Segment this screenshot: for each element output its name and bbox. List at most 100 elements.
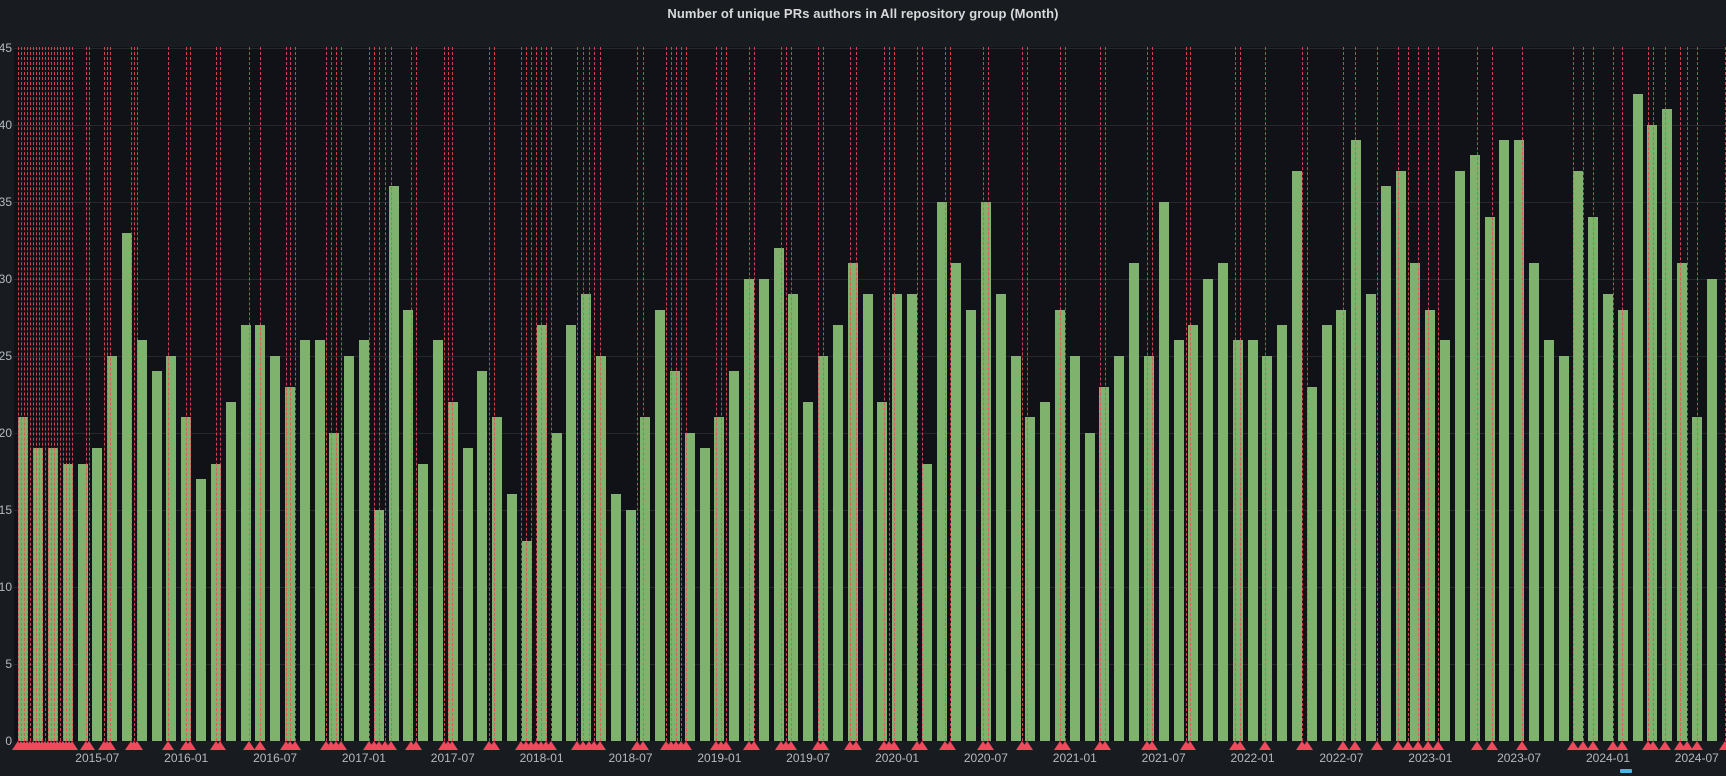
bar-2017-06[interactable] bbox=[433, 340, 443, 741]
annotation-marker-88[interactable] bbox=[916, 741, 928, 750]
bar-2023-03[interactable] bbox=[1454, 170, 1465, 741]
bar-2020-04[interactable] bbox=[936, 201, 947, 741]
bar-2022-04[interactable] bbox=[1292, 170, 1302, 741]
bar-2019-06[interactable] bbox=[788, 294, 799, 741]
annotation-marker-94[interactable] bbox=[1021, 741, 1033, 750]
annotation-marker-105[interactable] bbox=[1259, 741, 1271, 750]
annotation-marker-59[interactable] bbox=[545, 741, 557, 750]
annotation-marker-107[interactable] bbox=[1301, 741, 1313, 750]
annotation-marker-118[interactable] bbox=[1516, 741, 1528, 750]
bar-2019-12[interactable] bbox=[877, 402, 888, 741]
bar-2017-11[interactable] bbox=[507, 494, 517, 741]
bar-2020-02[interactable] bbox=[906, 294, 917, 741]
annotation-marker-33[interactable] bbox=[254, 741, 266, 750]
bar-2015-12[interactable] bbox=[166, 355, 177, 742]
bar-2023-02[interactable] bbox=[1440, 340, 1451, 741]
annotation-marker-52[interactable] bbox=[488, 741, 500, 750]
annotation-marker-81[interactable] bbox=[817, 741, 829, 750]
bar-2017-08[interactable] bbox=[462, 448, 473, 741]
bar-2020-10[interactable] bbox=[1025, 417, 1036, 741]
bar-2021-06[interactable] bbox=[1143, 355, 1154, 742]
annotation-marker-100[interactable] bbox=[1146, 741, 1158, 750]
bar-2021-02[interactable] bbox=[1084, 432, 1095, 741]
bar-2018-07[interactable] bbox=[625, 509, 636, 742]
annotation-marker-108[interactable] bbox=[1337, 741, 1349, 750]
bar-2021-08[interactable] bbox=[1173, 340, 1184, 741]
annotation-marker-129[interactable] bbox=[1691, 741, 1703, 750]
bar-2024-06[interactable] bbox=[1677, 263, 1687, 741]
annotation-marker-125[interactable] bbox=[1647, 741, 1659, 750]
annotation-marker-115[interactable] bbox=[1432, 741, 1444, 750]
bar-2016-07[interactable] bbox=[270, 355, 281, 742]
bar-2020-01[interactable] bbox=[892, 294, 903, 741]
bar-2017-04[interactable] bbox=[403, 309, 414, 741]
bar-2024-08[interactable] bbox=[1706, 278, 1717, 741]
annotation-marker-102[interactable] bbox=[1184, 741, 1196, 750]
bar-2016-09[interactable] bbox=[299, 340, 310, 741]
annotation-marker-50[interactable] bbox=[446, 741, 458, 750]
bar-2021-03[interactable] bbox=[1099, 386, 1110, 741]
bar-2015-10[interactable] bbox=[136, 340, 147, 741]
bar-2016-11[interactable] bbox=[329, 432, 340, 741]
bar-2016-04[interactable] bbox=[225, 402, 236, 741]
bar-2023-04[interactable] bbox=[1469, 155, 1480, 741]
bar-2023-05[interactable] bbox=[1484, 217, 1495, 741]
bar-2021-07[interactable] bbox=[1158, 201, 1169, 741]
annotation-marker-26[interactable] bbox=[131, 741, 143, 750]
bar-2024-01[interactable] bbox=[1603, 294, 1613, 741]
annotation-marker-119[interactable] bbox=[1567, 741, 1579, 750]
bar-2018-02[interactable] bbox=[551, 432, 562, 741]
bar-2024-03[interactable] bbox=[1632, 93, 1643, 741]
bar-2020-07[interactable] bbox=[980, 201, 991, 741]
bar-2018-12[interactable] bbox=[699, 448, 710, 741]
bar-2018-10[interactable] bbox=[669, 371, 680, 741]
bar-2017-09[interactable] bbox=[477, 371, 488, 741]
annotation-marker-121[interactable] bbox=[1587, 741, 1599, 750]
bar-2024-07[interactable] bbox=[1691, 417, 1702, 741]
bar-2024-05[interactable] bbox=[1662, 109, 1673, 741]
annotation-marker-113[interactable] bbox=[1412, 741, 1424, 750]
bar-2020-05[interactable] bbox=[951, 263, 962, 741]
bar-2022-02[interactable] bbox=[1262, 355, 1273, 742]
bar-2019-05[interactable] bbox=[773, 247, 784, 741]
bar-2020-03[interactable] bbox=[921, 463, 932, 741]
bar-2017-01[interactable] bbox=[358, 340, 369, 741]
annotation-marker-122[interactable] bbox=[1607, 741, 1619, 750]
annotation-marker-116[interactable] bbox=[1471, 741, 1483, 750]
annotation-marker-76[interactable] bbox=[748, 741, 760, 750]
annotation-marker-27[interactable] bbox=[162, 741, 174, 750]
annotation-marker-112[interactable] bbox=[1402, 741, 1414, 750]
bar-2019-07[interactable] bbox=[803, 402, 814, 741]
annotation-marker-109[interactable] bbox=[1349, 741, 1361, 750]
bar-2016-08[interactable] bbox=[284, 386, 295, 741]
bar-2015-08[interactable] bbox=[107, 355, 118, 742]
annotation-marker-127[interactable] bbox=[1674, 741, 1686, 750]
bar-2022-06[interactable] bbox=[1321, 324, 1332, 741]
annotation-marker-86[interactable] bbox=[888, 741, 900, 750]
bar-2023-10[interactable] bbox=[1558, 355, 1569, 742]
bar-2016-05[interactable] bbox=[240, 324, 251, 741]
legend-swatch-fragment[interactable] bbox=[1620, 769, 1632, 773]
bar-2021-04[interactable] bbox=[1114, 355, 1125, 742]
bar-2016-12[interactable] bbox=[344, 355, 355, 742]
bar-2021-12[interactable] bbox=[1232, 340, 1243, 741]
annotation-marker-120[interactable] bbox=[1577, 741, 1589, 750]
bar-2022-09[interactable] bbox=[1366, 294, 1376, 741]
bar-2019-09[interactable] bbox=[832, 324, 843, 741]
annotation-marker-23[interactable] bbox=[104, 741, 116, 750]
panel-title[interactable]: Number of unique PRs authors in All repo… bbox=[667, 6, 1059, 21]
annotation-marker-83[interactable] bbox=[850, 741, 862, 750]
annotation-marker-123[interactable] bbox=[1616, 741, 1628, 750]
bar-2020-09[interactable] bbox=[1010, 355, 1021, 742]
annotation-marker-104[interactable] bbox=[1234, 741, 1246, 750]
bar-2019-04[interactable] bbox=[758, 278, 769, 741]
annotation-marker-98[interactable] bbox=[1099, 741, 1111, 750]
bar-2019-01[interactable] bbox=[714, 417, 725, 741]
bar-2022-10[interactable] bbox=[1380, 186, 1391, 741]
annotation-marker-114[interactable] bbox=[1422, 741, 1434, 750]
bar-2023-09[interactable] bbox=[1543, 340, 1554, 741]
bar-2015-05[interactable] bbox=[62, 463, 73, 741]
annotation-marker-90[interactable] bbox=[944, 741, 956, 750]
bar-2023-01[interactable] bbox=[1425, 309, 1436, 741]
bar-2023-08[interactable] bbox=[1528, 263, 1539, 741]
